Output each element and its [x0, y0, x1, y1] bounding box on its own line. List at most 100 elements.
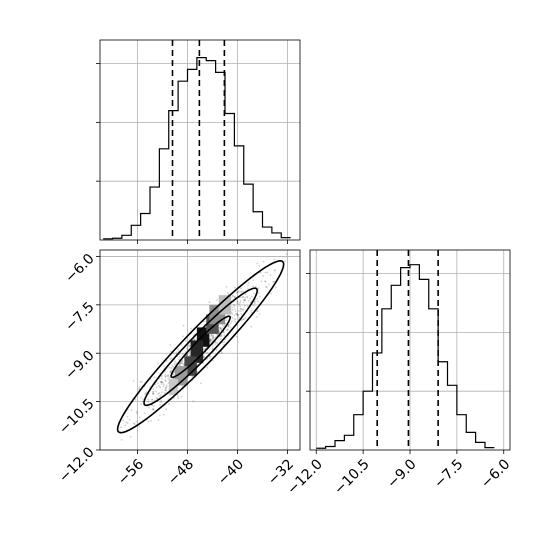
sample-point [147, 400, 150, 403]
sample-point [233, 318, 236, 321]
sample-point [144, 392, 147, 395]
sample-point [139, 396, 142, 399]
sample-point [165, 386, 168, 388]
sample-point [133, 423, 136, 425]
sample-point [264, 280, 266, 283]
sample-point [140, 403, 143, 405]
sample-point [237, 313, 240, 316]
sample-point [244, 299, 247, 302]
sample-point [235, 313, 238, 316]
sample-point [233, 296, 236, 299]
sample-point [237, 303, 240, 306]
sample-point [257, 300, 259, 303]
sample-point [257, 291, 260, 294]
sample-point [214, 343, 217, 346]
sample-point [231, 313, 234, 316]
sample-point [188, 354, 191, 357]
sample-point [273, 258, 276, 261]
sample-point [120, 438, 123, 441]
sample-point [165, 359, 168, 362]
sample-point [169, 357, 172, 360]
histogram-bin [344, 435, 353, 450]
sample-point [246, 305, 249, 308]
sample-point [250, 295, 253, 298]
sample-point [186, 354, 189, 357]
sample-point [167, 375, 170, 378]
panel-top-left-histogram [96, 39, 301, 244]
sample-point [234, 308, 236, 310]
sample-point [178, 358, 180, 361]
sample-point [247, 281, 250, 284]
sample-point [172, 372, 175, 375]
sample-point [219, 327, 222, 330]
sample-point [164, 376, 167, 378]
histogram-bin [272, 233, 281, 240]
sample-point [143, 412, 146, 415]
sample-point [216, 342, 218, 344]
sample-point [239, 301, 241, 304]
sample-point [208, 301, 211, 304]
histogram-bin [410, 265, 419, 450]
sample-point [209, 355, 212, 358]
sample-point [262, 275, 264, 277]
sample-point [225, 329, 228, 332]
sample-point [226, 328, 229, 331]
sample-point [285, 253, 288, 255]
sample-point [222, 331, 225, 334]
sample-point [210, 338, 213, 341]
sample-point [212, 335, 214, 338]
sample-point [164, 389, 167, 391]
contour-line [116, 260, 285, 434]
histogram-bin [363, 391, 372, 450]
sample-point [178, 355, 181, 358]
sample-point [167, 374, 170, 376]
sample-point [203, 320, 206, 323]
sample-point [142, 398, 145, 401]
sample-point [242, 309, 245, 312]
sample-point [139, 380, 142, 383]
sample-point [253, 292, 255, 295]
x-tick-label: −9.0 [384, 456, 419, 491]
sample-point [158, 395, 161, 398]
sample-point [208, 338, 211, 341]
sample-point [219, 338, 222, 341]
sample-point [160, 377, 163, 380]
sample-point [236, 291, 239, 294]
sample-point [231, 306, 234, 309]
sample-point [177, 348, 179, 351]
histogram-bin [159, 149, 168, 240]
sample-point [166, 374, 169, 377]
sample-point [221, 341, 224, 344]
sample-point [180, 395, 183, 398]
sample-point [186, 346, 189, 349]
sample-point [272, 280, 275, 283]
sample-point [155, 390, 158, 393]
sample-point [254, 300, 256, 303]
sample-point [191, 375, 193, 378]
sample-point [158, 392, 161, 394]
sample-point [239, 305, 242, 308]
histogram-bin [225, 114, 234, 240]
sample-point [132, 422, 135, 425]
sample-point [224, 322, 227, 325]
y-tick-label: −9.0 [62, 348, 97, 383]
histogram-bin [141, 214, 150, 240]
sample-point [244, 296, 247, 299]
sample-point [170, 357, 173, 360]
sample-point [179, 362, 182, 365]
sample-point [145, 391, 148, 394]
histogram-bin [335, 441, 344, 450]
sample-point [239, 290, 242, 293]
sample-point [170, 367, 173, 370]
sample-point [250, 309, 252, 312]
sample-point [265, 285, 267, 288]
sample-point [237, 314, 239, 317]
sample-point [223, 334, 226, 337]
sample-point [229, 326, 232, 329]
sample-point [172, 352, 175, 354]
sample-point [147, 420, 150, 423]
sample-point [236, 313, 239, 316]
sample-point [236, 302, 239, 305]
sample-point [112, 476, 114, 478]
sample-point [209, 357, 211, 360]
